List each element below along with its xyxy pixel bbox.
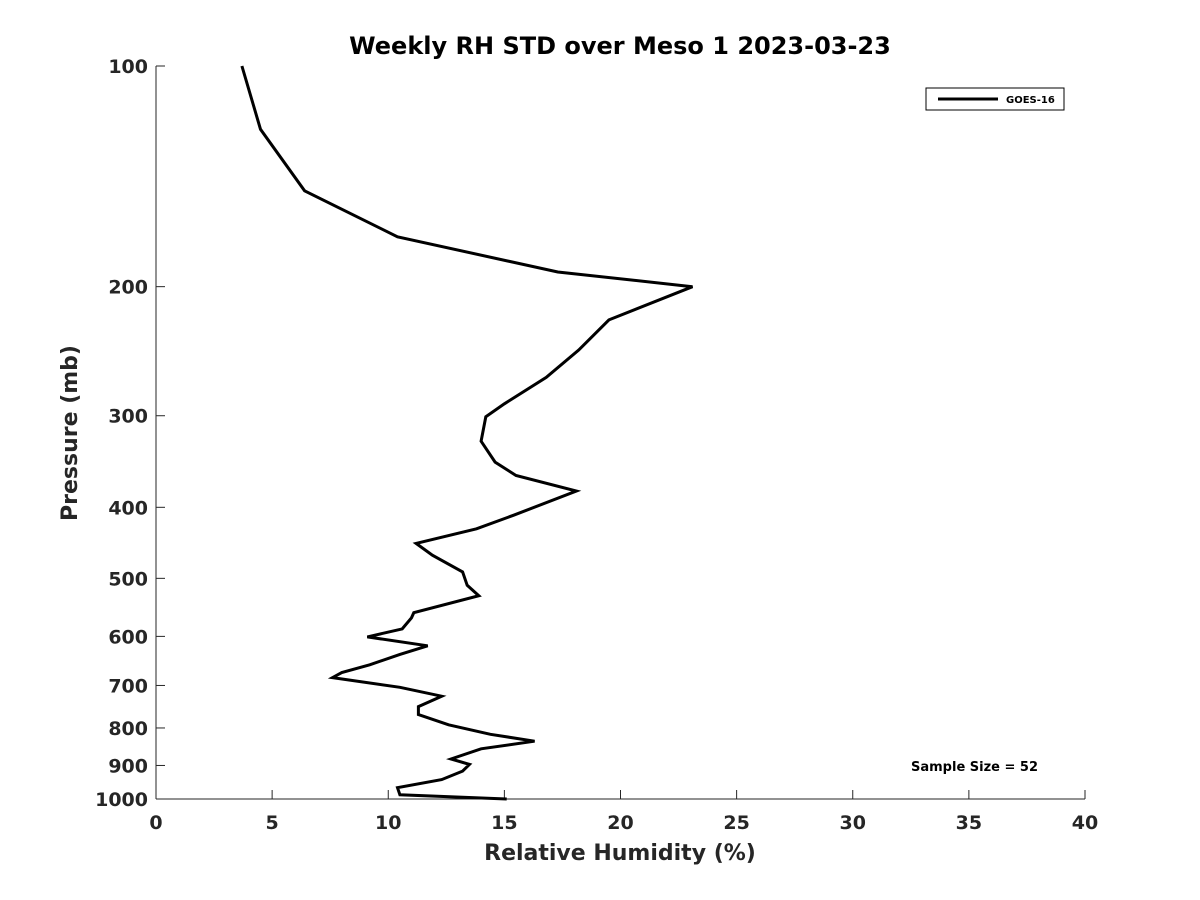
chart-title: Weekly RH STD over Meso 1 2023-03-23 bbox=[349, 32, 891, 60]
x-tick-label-15: 15 bbox=[491, 812, 517, 834]
x-axis-label: Relative Humidity (%) bbox=[484, 841, 756, 866]
x-tick-label-30: 30 bbox=[840, 812, 866, 834]
x-tick-label-10: 10 bbox=[375, 812, 401, 834]
x-tick-label-35: 35 bbox=[956, 812, 982, 834]
y-tick-label-200: 200 bbox=[108, 277, 148, 299]
sample-size-annotation: Sample Size = 52 bbox=[911, 760, 1038, 775]
y-tick-label-900: 900 bbox=[108, 755, 148, 777]
legend: GOES-16 bbox=[925, 87, 1065, 111]
y-tick-label-600: 600 bbox=[108, 626, 148, 648]
y-tick-label-300: 300 bbox=[108, 406, 148, 428]
y-tick-label-700: 700 bbox=[108, 675, 148, 697]
y-tick-label-100: 100 bbox=[108, 56, 148, 78]
x-tick-label-0: 0 bbox=[149, 812, 162, 834]
x-tick-label-40: 40 bbox=[1072, 812, 1098, 834]
y-tick-label-800: 800 bbox=[108, 718, 148, 740]
y-tick-label-1000: 1000 bbox=[95, 789, 148, 811]
x-tick-label-5: 5 bbox=[266, 812, 279, 834]
x-tick-label-25: 25 bbox=[723, 812, 749, 834]
plot-area: 0 5 10 15 20 25 30 35 40 100 200 300 400 500 600 700 800… bbox=[95, 56, 1098, 834]
x-tick-label-20: 20 bbox=[607, 812, 633, 834]
y-tick-label-500: 500 bbox=[108, 568, 148, 590]
legend-label-goes-16: GOES-16 bbox=[1006, 95, 1055, 106]
y-tick-label-400: 400 bbox=[108, 497, 148, 519]
y-axis-label: Pressure (mb) bbox=[58, 345, 83, 521]
series-line-goes-16 bbox=[240, 65, 694, 801]
